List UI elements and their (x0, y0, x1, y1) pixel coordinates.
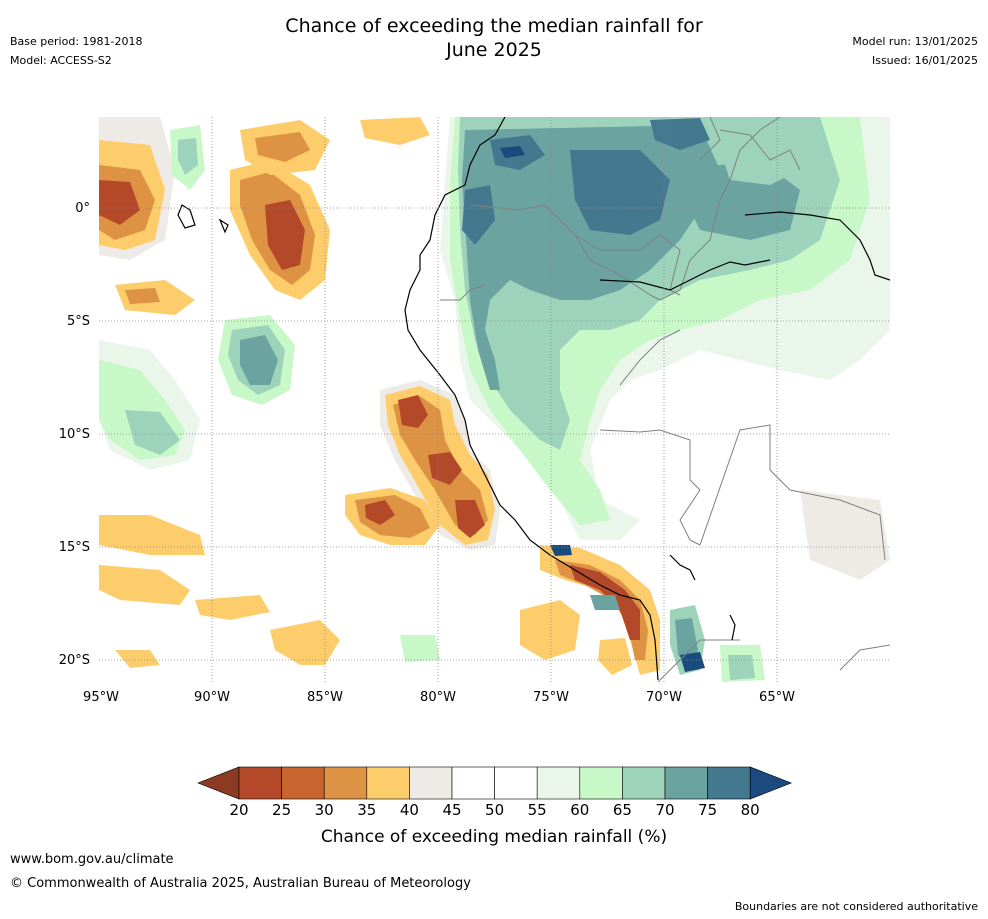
meta-left: Base period: 1981-2018 Model: ACCESS-S2 (10, 32, 142, 70)
southern-region (99, 490, 890, 682)
model-run: Model run: 13/01/2025 (852, 35, 978, 48)
lon-label-2: 85°W (307, 690, 343, 705)
colorbar-segment (536, 766, 581, 800)
colorbar-segment (664, 766, 708, 800)
lat-label-0: 0° (75, 201, 90, 216)
copyright-text: © Commonwealth of Australia 2025, Austra… (10, 876, 471, 891)
colorbar-segment (281, 766, 325, 800)
lon-label-4: 75°W (533, 690, 569, 705)
colorbar-segment (238, 766, 282, 800)
website-link[interactable]: www.bom.gov.au/climate (10, 852, 174, 867)
colorbar-label: Chance of exceeding median rainfall (%) (320, 827, 668, 847)
lon-label-1: 90°W (194, 690, 230, 705)
colorbar-segment (622, 766, 666, 800)
map-plot-area (99, 117, 890, 682)
colorbar-tick-label: 80 (740, 801, 760, 819)
lat-label-1: 5°S (67, 314, 90, 329)
colorbar-tick-label: 25 (272, 801, 292, 819)
colorbar-segment (579, 766, 623, 800)
colorbar-tick-label: 65 (612, 801, 632, 819)
title-line-2: June 2025 (446, 39, 542, 61)
colorbar-segment (366, 766, 410, 800)
colorbar-segment (494, 766, 538, 800)
title-line-1: Chance of exceeding the median rainfall … (285, 15, 703, 37)
colorbar-tick-label: 50 (485, 801, 505, 819)
colorbar-segment (323, 766, 368, 800)
lat-label-3: 15°S (59, 540, 90, 555)
model-name: Model: ACCESS-S2 (10, 54, 112, 67)
colorbar-arrow-high (749, 766, 793, 800)
colorbar-segment (409, 766, 453, 800)
lon-label-6: 65°W (759, 690, 795, 705)
colorbar-segment (707, 766, 751, 800)
lat-label-2: 10°S (59, 427, 90, 442)
colorbar-tick-label: 40 (399, 801, 419, 819)
issued-date: Issued: 16/01/2025 (871, 54, 978, 67)
colorbar (197, 766, 793, 800)
lat-label-4: 20°S (59, 653, 90, 668)
colorbar-tick-label: 55 (527, 801, 547, 819)
map-title: Chance of exceeding the median rainfall … (0, 14, 988, 62)
lon-label-0: 95°W (83, 690, 119, 705)
colorbar-tick-label: 75 (698, 801, 718, 819)
disclaimer-text: Boundaries are not considered authoritat… (734, 900, 978, 913)
colorbar-segment (451, 766, 495, 800)
colorbar-tick-label: 60 (570, 801, 590, 819)
base-period: Base period: 1981-2018 (10, 35, 143, 48)
wet-west-region (99, 125, 295, 470)
colorbar-tick-label: 45 (442, 801, 462, 819)
colorbar-tick-label: 30 (314, 801, 334, 819)
meta-right: Model run: 13/01/2025 Issued: 16/01/2025 (852, 32, 978, 70)
lon-label-3: 80°W (420, 690, 456, 705)
dry-anomaly-region (345, 380, 500, 550)
dry-west-region (99, 117, 430, 315)
colorbar-tick-label: 35 (357, 801, 377, 819)
lon-label-5: 70°W (646, 690, 682, 705)
coastline (177, 117, 890, 681)
colorbar-arrow-low (197, 766, 240, 800)
axis-labels: 0° 5°S 10°S 15°S 20°S 95°W 90°W 85°W 80°… (59, 201, 795, 705)
colorbar-tick-label: 20 (229, 801, 249, 819)
country-borders (440, 117, 890, 682)
graticule (99, 117, 890, 682)
colorbar-tick-label: 70 (655, 801, 675, 819)
